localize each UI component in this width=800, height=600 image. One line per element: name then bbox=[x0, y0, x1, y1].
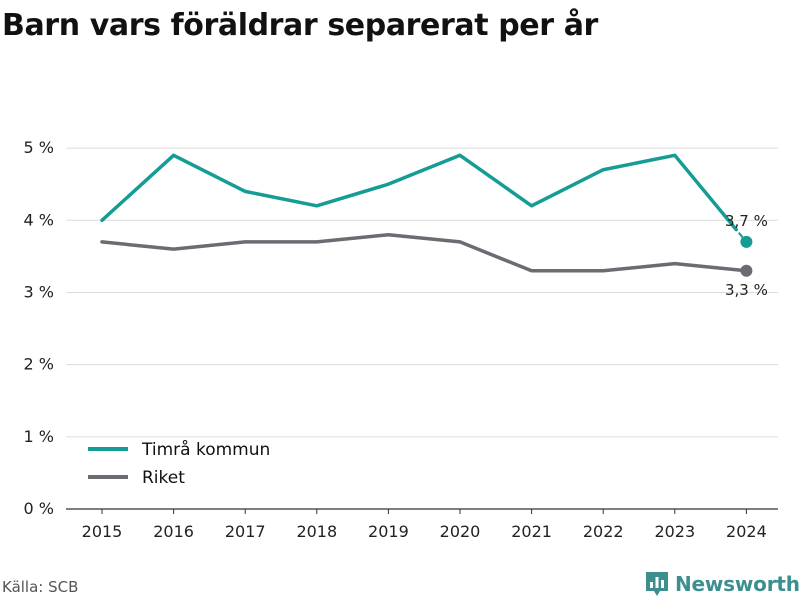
end-value-label: 3,3 % bbox=[725, 281, 768, 299]
x-tick-label: 2017 bbox=[225, 522, 266, 541]
y-tick-label: 0 % bbox=[24, 499, 54, 518]
series-line-0 bbox=[100, 153, 738, 232]
y-axis-ticks: 0 % 1 % 2 % 3 % 4 % 5 % bbox=[24, 138, 54, 518]
x-tick-label: 2015 bbox=[82, 522, 123, 541]
source-note: Källa: SCB bbox=[2, 578, 79, 596]
brand-logo: Newsworthy bbox=[645, 570, 800, 598]
legend-label: Timrå kommun bbox=[141, 439, 270, 460]
chart-title: Barn vars föräldrar separerat per år bbox=[2, 8, 598, 43]
grid-lines bbox=[66, 147, 778, 510]
y-tick-label: 2 % bbox=[24, 355, 54, 374]
series-layer: 3,7 % 3,3 % bbox=[100, 153, 768, 299]
y-tick-label: 4 % bbox=[24, 210, 54, 229]
end-point-1 bbox=[740, 264, 753, 277]
series-line-1 bbox=[100, 232, 749, 273]
x-tick-label: 2023 bbox=[654, 522, 695, 541]
legend-label: Riket bbox=[142, 468, 185, 488]
x-axis: 2015 2016 2017 2018 2019 2020 2021 2022 2023 2024 bbox=[82, 509, 767, 541]
newsworthy-bar-chart-icon bbox=[646, 572, 668, 596]
x-tick-label: 2021 bbox=[511, 522, 552, 541]
x-tick-label: 2019 bbox=[368, 522, 409, 541]
x-tick-label: 2018 bbox=[296, 522, 337, 541]
end-value-label: 3,7 % bbox=[725, 212, 768, 230]
end-leader-0 bbox=[737, 232, 744, 238]
y-tick-label: 5 % bbox=[24, 138, 54, 157]
x-tick-label: 2020 bbox=[440, 522, 481, 541]
y-tick-label: 1 % bbox=[24, 427, 54, 446]
end-point-0 bbox=[740, 235, 753, 248]
legend: Timrå kommun Riket bbox=[88, 439, 270, 488]
x-tick-label: 2022 bbox=[583, 522, 624, 541]
brand-name: Newsworthy bbox=[675, 572, 800, 596]
y-tick-label: 3 % bbox=[24, 282, 54, 301]
x-tick-label: 2024 bbox=[726, 522, 767, 541]
x-tick-label: 2016 bbox=[153, 522, 194, 541]
